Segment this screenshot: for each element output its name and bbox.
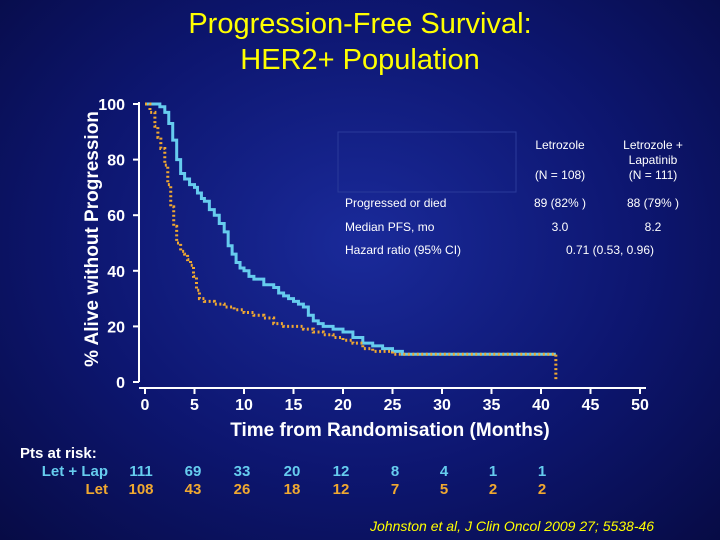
x-tick-label-20: 20	[334, 397, 352, 414]
chart-tick-labels: 0 20 40 60 80 100 0 5 10 15 20 25 30 35 40 45 50	[98, 97, 649, 414]
col-header-letlap-l2: Lapatinib	[628, 153, 678, 167]
x-tick-label-35: 35	[483, 397, 501, 414]
col-header-letrozole-l2	[515, 153, 605, 168]
risk-let-8: 2	[537, 481, 547, 498]
citation: Johnston et al, J Clin Oncol 2009 27; 55…	[370, 518, 655, 534]
x-tick-label-10: 10	[235, 397, 253, 414]
risk-let-7: 2	[488, 481, 498, 498]
risk-let-lap-2: 33	[233, 463, 251, 480]
x-tick-label-40: 40	[532, 397, 550, 414]
risk-let-lap-0: 111	[129, 463, 153, 480]
y-tick-label-20: 20	[107, 319, 125, 336]
series-line-let	[145, 102, 558, 380]
risk-let-lap-4: 12	[332, 463, 350, 480]
x-tick-label-0: 0	[141, 397, 150, 414]
x-tick-label-5: 5	[190, 397, 199, 414]
y-tick-label-100: 100	[98, 97, 125, 114]
risk-let-2: 26	[233, 481, 251, 498]
risk-let-lap-5: 8	[390, 463, 400, 480]
risk-let-0: 108	[128, 481, 154, 498]
x-axis-title: Time from Randomisation (Months)	[230, 420, 550, 441]
risk-label-let-lap: Let + Lap	[41, 463, 108, 480]
cell-progressed-letlap: 88 (79% )	[626, 196, 680, 210]
col-header-letrozole-l3: (N = 108)	[534, 168, 586, 182]
risk-let-lap-3: 20	[283, 463, 301, 480]
risk-let-lap-8: 1	[537, 463, 547, 480]
y-tick-label-40: 40	[107, 264, 125, 281]
cell-median-letrozole: 3.0	[551, 220, 569, 234]
col-header-letlap-l1: Letrozole +	[623, 138, 683, 152]
risk-let-6: 5	[439, 481, 449, 498]
chart-title: Progression-Free Survival: HER2+ Populat…	[0, 6, 720, 78]
risk-let-lap-7: 1	[488, 463, 498, 480]
series-line-let-lap	[145, 102, 556, 356]
title-line-2: HER2+ Population	[240, 44, 480, 76]
risk-let-3: 18	[283, 481, 301, 498]
x-tick-label-50: 50	[631, 397, 649, 414]
risk-let-4: 12	[332, 481, 350, 498]
title-line-1: Progression-Free Survival:	[188, 8, 532, 40]
col-header-letrozole-l1: Letrozole	[535, 138, 585, 152]
row-label-median: Median PFS, mo	[345, 220, 435, 234]
risk-let-lap-6: 4	[439, 463, 449, 480]
table-frame	[337, 131, 517, 193]
col-header-letlap: Letrozole + Lapatinib (N = 111)	[608, 138, 698, 183]
risk-label-let: Let	[85, 481, 109, 498]
x-tick-label-25: 25	[384, 397, 402, 414]
cell-median-letlap: 8.2	[644, 220, 662, 234]
row-label-progressed: Progressed or died	[345, 196, 447, 210]
cell-hazard-ratio: 0.71 (0.53, 0.96)	[565, 243, 655, 257]
risk-title: Pts at risk:	[20, 445, 97, 462]
x-tick-label-45: 45	[582, 397, 600, 414]
x-tick-label-30: 30	[433, 397, 451, 414]
col-header-letlap-l3: (N = 111)	[628, 168, 678, 182]
cell-progressed-letrozole: 89 (82% )	[533, 196, 587, 210]
x-tick-label-15: 15	[285, 397, 303, 414]
risk-let-5: 7	[390, 481, 400, 498]
chart-axes	[133, 102, 646, 394]
y-tick-label-80: 80	[107, 153, 125, 170]
col-header-letrozole: Letrozole (N = 108)	[515, 138, 605, 183]
risk-let-1: 43	[184, 481, 202, 498]
y-tick-label-60: 60	[107, 208, 125, 225]
y-tick-label-0: 0	[116, 375, 125, 392]
risk-let-lap-1: 69	[184, 463, 202, 480]
chart-lines	[145, 102, 558, 380]
row-label-hazard: Hazard ratio (95% CI)	[345, 243, 462, 257]
y-axis-title: % Alive without Progression	[82, 111, 103, 367]
